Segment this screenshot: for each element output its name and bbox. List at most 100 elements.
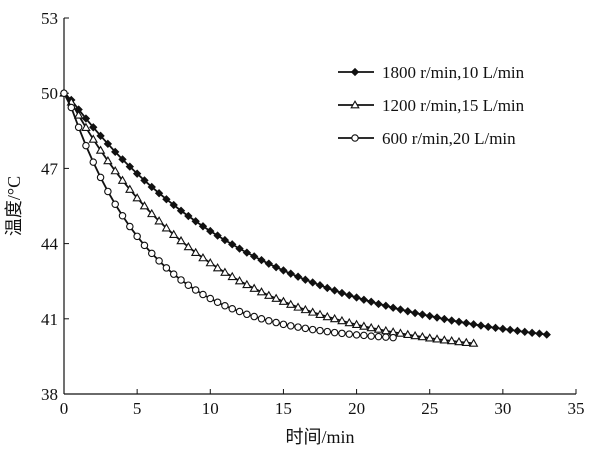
data-point-triangle [315, 309, 325, 318]
data-point-diamond [132, 169, 142, 178]
data-point-diamond [125, 162, 134, 171]
data-point-triangle [81, 122, 91, 131]
data-point-circle [96, 173, 105, 182]
data-point-diamond [345, 291, 354, 300]
data-point-diamond [396, 305, 405, 314]
data-point-circle [323, 327, 332, 336]
data-point-triangle [344, 317, 355, 327]
data-point-diamond [447, 316, 456, 325]
data-point-circle [126, 222, 134, 231]
data-point-triangle [373, 324, 384, 333]
data-point-circle [265, 317, 273, 325]
data-point-diamond [154, 189, 164, 198]
data-point-diamond [264, 259, 273, 268]
y-axis-label: 温度/°C [4, 176, 24, 236]
data-point-triangle [322, 311, 333, 321]
data-point-circle [367, 332, 375, 340]
data-point-circle [199, 290, 207, 299]
data-point-triangle [432, 334, 442, 343]
data-point-diamond [206, 226, 215, 236]
x-tick-label: 0 [60, 399, 69, 418]
data-point-diamond [506, 325, 515, 334]
data-point-diamond [425, 311, 434, 321]
data-point-triangle [73, 110, 84, 119]
data-point-circle [382, 333, 390, 341]
data-point-diamond [96, 131, 105, 140]
data-point-circle [82, 141, 90, 150]
data-point-triangle [300, 304, 311, 314]
data-point-circle [308, 325, 317, 334]
series-line [63, 92, 394, 339]
data-point-triangle [461, 337, 472, 347]
data-point-diamond [330, 286, 339, 295]
data-point-diamond [140, 176, 149, 185]
data-point-circle [118, 212, 127, 220]
data-point-triangle [468, 338, 479, 347]
data-point-triangle [410, 330, 420, 340]
data-point-diamond [352, 293, 361, 302]
data-point-circle [272, 318, 280, 327]
data-point-circle [177, 276, 185, 284]
data-point-diamond [476, 321, 486, 330]
data-point-diamond [220, 235, 230, 245]
data-point-triangle [278, 296, 289, 305]
legend-label: 600 r/min,20 L/min [382, 129, 516, 148]
x-tick-label: 35 [568, 399, 585, 418]
data-point-triangle [395, 328, 406, 337]
x-tick-label: 15 [275, 399, 292, 418]
data-point-triangle [337, 315, 347, 325]
data-point-circle [221, 302, 229, 310]
data-point-triangle [454, 336, 464, 346]
data-point-circle [184, 281, 193, 289]
data-point-diamond [308, 278, 317, 287]
data-point-triangle [154, 216, 164, 225]
y-tick-label: 41 [41, 310, 58, 329]
data-point-triangle [350, 100, 360, 109]
data-point-circle [206, 294, 215, 303]
data-point-circle [345, 330, 354, 338]
data-point-diamond [235, 244, 244, 253]
data-point-triangle [271, 293, 281, 302]
legend-item-3: 600 r/min,20 L/min [338, 129, 516, 148]
data-point-circle [316, 326, 324, 335]
data-point-diamond [184, 211, 193, 221]
data-point-diamond [103, 139, 113, 149]
series-2 [59, 88, 479, 347]
data-point-circle [162, 264, 171, 272]
data-point-diamond [469, 320, 478, 329]
data-point-circle [374, 332, 383, 341]
legend-label: 1200 r/min,15 L/min [382, 96, 525, 115]
data-point-diamond [484, 322, 493, 331]
data-point-diamond [403, 307, 412, 316]
data-point-triangle [220, 267, 230, 276]
legend-item-2: 1200 r/min,15 L/min [338, 96, 525, 115]
x-axis-label: 时间/min [285, 427, 354, 447]
data-point-circle [111, 200, 119, 208]
series-1 [59, 89, 551, 339]
data-point-diamond [176, 206, 186, 215]
data-point-diamond [410, 308, 420, 318]
data-point-diamond [271, 262, 281, 272]
data-point-triangle [329, 313, 340, 323]
data-point-circle [389, 333, 397, 342]
data-point-triangle [161, 223, 172, 232]
data-point-diamond [147, 182, 156, 192]
data-point-triangle [351, 319, 362, 328]
data-point-diamond [301, 275, 310, 284]
data-point-diamond [374, 299, 383, 309]
data-point-triangle [359, 321, 369, 330]
data-point-diamond [359, 295, 369, 304]
data-point-diamond [535, 329, 544, 338]
data-point-diamond [498, 324, 508, 333]
data-point-diamond [323, 283, 332, 293]
data-point-triangle [264, 290, 274, 299]
data-point-circle [133, 232, 141, 241]
data-point-triangle [249, 283, 259, 292]
data-point-triangle [242, 279, 252, 289]
data-point-circle [352, 331, 361, 339]
data-point-circle [155, 257, 163, 265]
data-point-diamond [198, 222, 208, 231]
data-point-diamond [527, 328, 537, 338]
data-point-circle [294, 323, 302, 331]
